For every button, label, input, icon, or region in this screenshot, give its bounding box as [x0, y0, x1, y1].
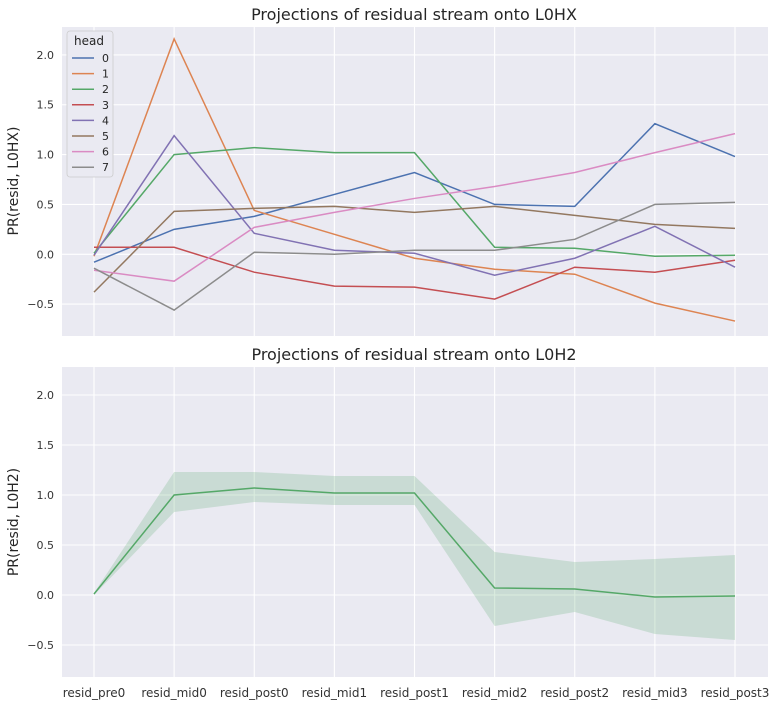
x-tick-label: resid_mid2: [462, 686, 528, 700]
x-tick-label: resid_post2: [540, 686, 609, 700]
x-tick-label: resid_mid0: [141, 686, 207, 700]
top-chart-panel: −0.5 0.0 0.5 1.0 1.5 2.0 Projections of resid…: [6, 5, 768, 336]
top-y-ticks: −0.5 0.0 0.5 1.0 1.5 2.0: [27, 49, 54, 311]
bottom-y-axis-label: PR(resid, L0H2): [6, 468, 22, 576]
legend-label: 4: [102, 114, 109, 127]
bottom-chart-panel: −0.5 0.0 0.5 1.0 1.5 2.0 Projections of resid…: [6, 345, 768, 677]
y-tick-label: 1.0: [37, 149, 55, 162]
y-tick-label: 1.5: [37, 99, 55, 112]
legend-label: 6: [102, 146, 109, 159]
legend-label: 3: [102, 99, 109, 112]
y-tick-label: 1.5: [37, 439, 55, 452]
series-line-head-3: [94, 246, 736, 300]
y-tick-label: 0.5: [37, 198, 55, 211]
y-tick-label: −0.5: [27, 639, 54, 652]
y-tick-label: 1.0: [37, 489, 55, 502]
top-grid: [62, 27, 768, 336]
bottom-chart-title: Projections of residual stream onto L0H2: [251, 345, 576, 364]
x-tick-label: resid_post3: [701, 686, 770, 700]
legend-items: 0 1 2 3 4 5 6 7: [72, 52, 109, 174]
y-tick-label: 0.0: [37, 248, 55, 261]
top-chart-title: Projections of residual stream onto L0HX: [251, 5, 577, 24]
series-line-head-5: [93, 205, 736, 293]
x-tick-label: resid_mid1: [302, 686, 368, 700]
confidence-band: [94, 472, 735, 640]
bottom-confidence-band: [94, 472, 735, 640]
series-line-head-6: [93, 132, 736, 282]
series-line-head-4: [93, 134, 736, 276]
bottom-y-ticks: −0.5 0.0 0.5 1.0 1.5 2.0: [27, 389, 54, 652]
legend-frame: [66, 30, 114, 178]
legend-title: head: [74, 34, 104, 48]
legend-label: 1: [102, 68, 109, 81]
legend-label: 7: [102, 161, 109, 174]
x-tick-label: resid_pre0: [63, 686, 126, 700]
bottom-series-lines: [93, 487, 736, 598]
series-line-head-2: [93, 146, 736, 258]
series-line-head-0: [93, 122, 736, 263]
y-tick-label: 0.0: [37, 589, 55, 602]
legend-label: 5: [102, 130, 109, 143]
y-tick-label: 2.0: [37, 389, 55, 402]
series-line-head-1: [93, 37, 736, 322]
x-tick-label: resid_post0: [220, 686, 289, 700]
y-tick-label: 0.5: [37, 539, 55, 552]
legend-label: 0: [102, 52, 109, 65]
legend-label: 2: [102, 83, 109, 96]
y-tick-label: 2.0: [37, 49, 55, 62]
x-tick-label: resid_mid3: [622, 686, 688, 700]
series-line: [93, 487, 736, 598]
x-tick-label: resid_post1: [380, 686, 449, 700]
series-line-head-7: [93, 201, 736, 311]
y-tick-label: −0.5: [27, 298, 54, 311]
bottom-grid: [62, 367, 768, 677]
x-tick-labels: resid_pre0 resid_mid0 resid_post0 resid_mid…: [63, 686, 770, 700]
top-y-axis-label: PR(resid, L0HX): [6, 127, 22, 236]
top-series-lines: [93, 37, 736, 322]
legend: head 0 1 2 3 4 5 6 7: [66, 30, 114, 178]
